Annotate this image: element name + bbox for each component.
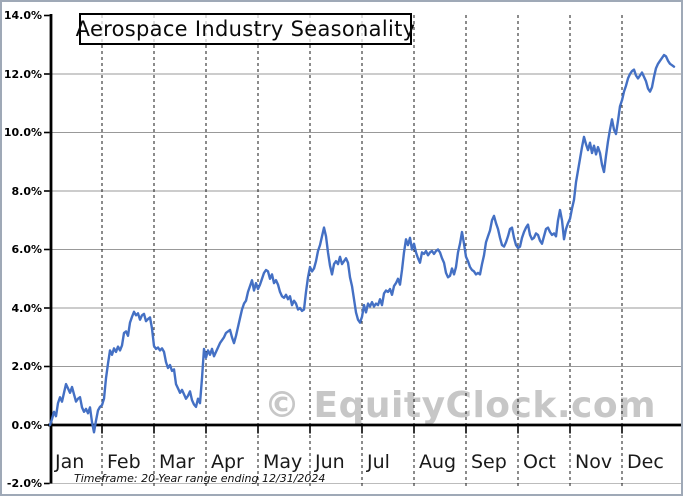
x-axis-month-label: Aug [419, 451, 457, 473]
x-axis-month-label: Dec [627, 451, 664, 473]
y-axis-label: 10.0% [3, 126, 42, 139]
x-axis-month-label: Sep [471, 451, 507, 473]
x-axis-month-label: Jul [367, 451, 390, 473]
watermark-text: © EquityClock.com [264, 385, 657, 426]
y-axis-label: 12.0% [3, 67, 42, 81]
x-axis-month-label: Apr [211, 451, 244, 473]
chart-title: Aerospace Industry Seasonality [75, 17, 416, 41]
x-axis-month-label: Jun [315, 451, 345, 473]
y-axis-label: 4.0% [11, 301, 42, 315]
x-axis-month-label: Mar [159, 451, 195, 473]
title-box: Aerospace Industry Seasonality [76, 13, 415, 45]
y-axis-label: 14.0% [3, 9, 42, 22]
x-axis-month-label: Nov [575, 451, 613, 473]
seasonality-line [48, 53, 676, 434]
y-axis-label: -2.0% [6, 477, 42, 490]
y-axis-label: 0.0% [11, 418, 42, 432]
y-axis-label: 6.0% [11, 243, 42, 256]
y-axis-label: 2.0% [11, 360, 42, 373]
x-axis-month-label: Jan [55, 451, 85, 473]
timeframe-note: Timeframe: 20-Year range ending 12/31/20… [74, 472, 326, 485]
x-axis-month-label: Feb [107, 451, 141, 473]
x-axis-month-label: May [263, 451, 303, 473]
x-axis-month-label: Oct [523, 451, 556, 473]
y-axis-label: 8.0% [11, 184, 42, 198]
